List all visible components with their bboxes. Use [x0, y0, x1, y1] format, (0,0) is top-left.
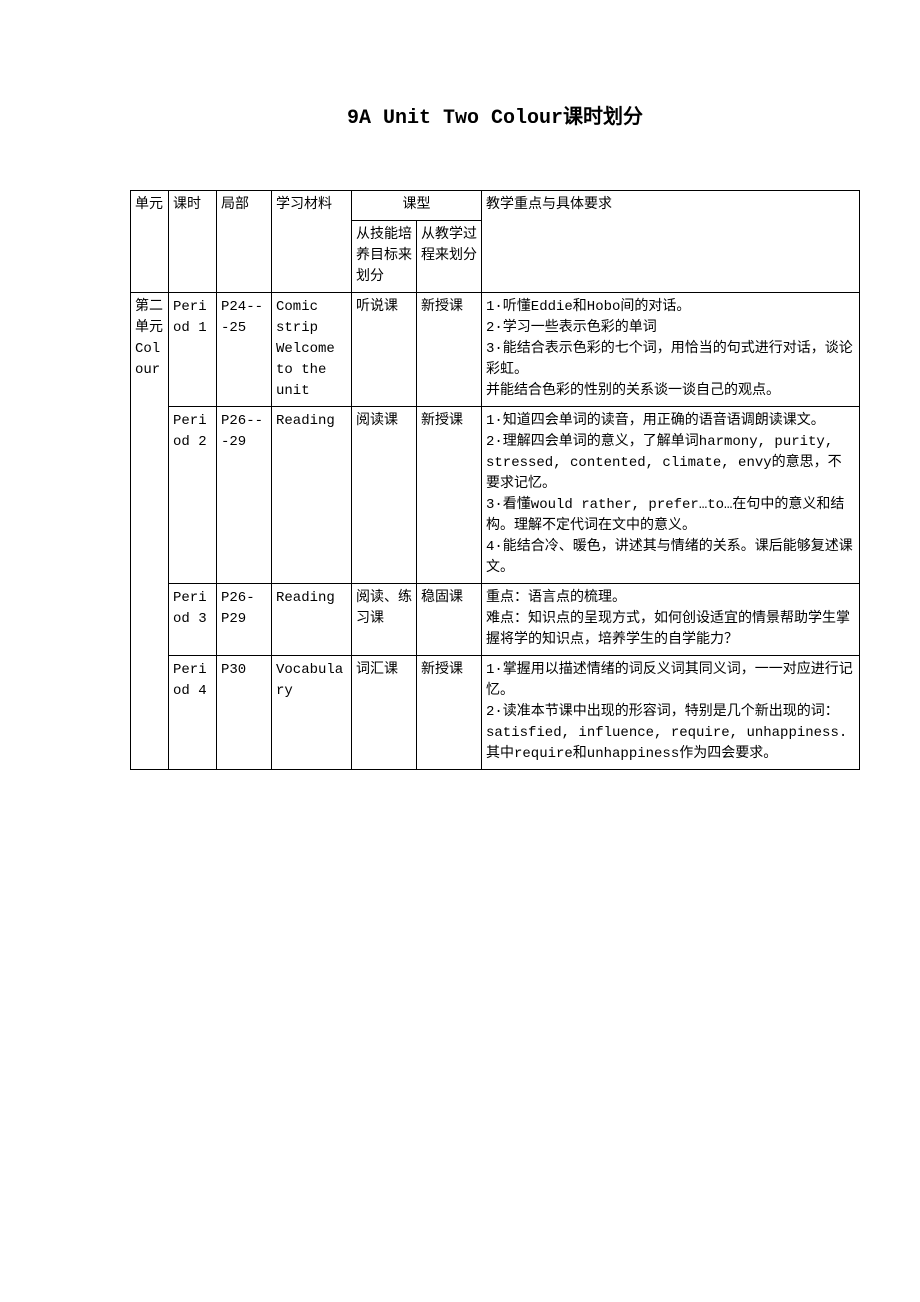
cell-material: Reading [272, 407, 352, 584]
cell-type-process: 新授课 [417, 407, 482, 584]
cell-part: P24---25 [217, 293, 272, 407]
cell-requirements: 1·掌握用以描述情绪的词反义词其同义词，一一对应进行记忆。 2·读准本节课中出现… [482, 656, 860, 770]
cell-material: Reading [272, 584, 352, 656]
cell-type-process: 稳固课 [417, 584, 482, 656]
table-header-row: 单元 课时 局部 学习材料 课型 教学重点与具体要求 [131, 191, 860, 221]
table-row: Period 2 P26---29 Reading 阅读课 新授课 1·知道四会… [131, 407, 860, 584]
cell-type-skill: 词汇课 [352, 656, 417, 770]
cell-type-skill: 阅读、练习课 [352, 584, 417, 656]
cell-type-process: 新授课 [417, 293, 482, 407]
cell-unit: 第二单元Colour [131, 293, 169, 770]
table-row: Period 3 P26-P29 Reading 阅读、练习课 稳固课 重点：语… [131, 584, 860, 656]
cell-requirements: 1·听懂Eddie和Hobo间的对话。 2·学习一些表示色彩的单词 3·能结合表… [482, 293, 860, 407]
cell-type-skill: 听说课 [352, 293, 417, 407]
cell-requirements: 重点：语言点的梳理。 难点：知识点的呈现方式，如何创设适宜的情景帮助学生掌握将学… [482, 584, 860, 656]
cell-material: Comic strip Welcome to the unit [272, 293, 352, 407]
cell-material: Vocabulary [272, 656, 352, 770]
cell-part: P26---29 [217, 407, 272, 584]
table-row: 第二单元Colour Period 1 P24---25 Comic strip… [131, 293, 860, 407]
cell-period: Period 1 [169, 293, 217, 407]
cell-requirements: 1·知道四会单词的读音，用正确的语音语调朗读课文。 2·理解四会单词的意义，了解… [482, 407, 860, 584]
cell-period: Period 3 [169, 584, 217, 656]
cell-part: P30 [217, 656, 272, 770]
cell-period: Period 4 [169, 656, 217, 770]
header-unit: 单元 [131, 191, 169, 293]
header-material: 学习材料 [272, 191, 352, 293]
header-part: 局部 [217, 191, 272, 293]
cell-period: Period 2 [169, 407, 217, 584]
page-title: 9A Unit Two Colour课时划分 [130, 100, 860, 130]
header-requirements: 教学重点与具体要求 [482, 191, 860, 293]
header-lesson-type: 课型 [352, 191, 482, 221]
table-row: Period 4 P30 Vocabulary 词汇课 新授课 1·掌握用以描述… [131, 656, 860, 770]
cell-type-skill: 阅读课 [352, 407, 417, 584]
cell-part: P26-P29 [217, 584, 272, 656]
header-period: 课时 [169, 191, 217, 293]
header-type-skill: 从技能培养目标来划分 [352, 221, 417, 293]
cell-type-process: 新授课 [417, 656, 482, 770]
lesson-table: 单元 课时 局部 学习材料 课型 教学重点与具体要求 从技能培养目标来划分 从教… [130, 190, 860, 770]
header-type-process: 从教学过程来划分 [417, 221, 482, 293]
